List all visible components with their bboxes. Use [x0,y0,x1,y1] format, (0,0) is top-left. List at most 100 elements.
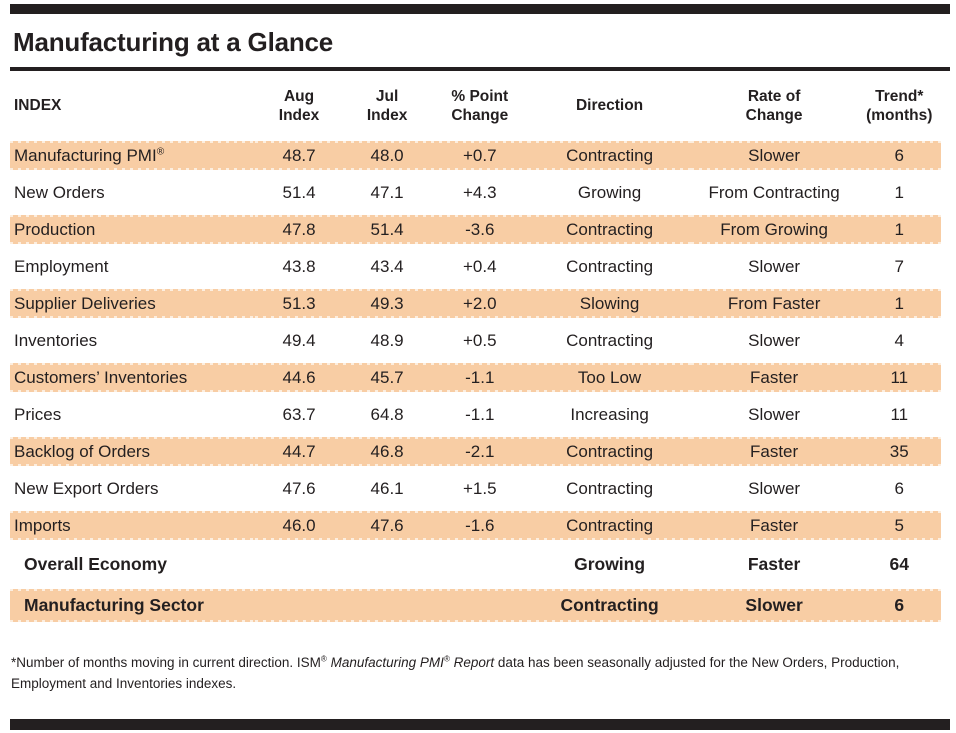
cell-point_change [431,544,529,586]
column-header-index: INDEX [14,97,62,115]
table-row: Inventories 49.4 48.9 +0.5 Contracting Slower… [10,322,941,360]
column-header-aug_index: Aug Index [278,87,320,124]
cell-trend_months: 5 [857,507,941,545]
footnote-segment: *Number of months moving in current dire… [11,654,327,671]
cell-jul_index: 43.4 [343,248,432,286]
cell-index: Overall Economy [10,544,255,586]
cell-index: New Orders [10,174,255,212]
cell-rate_of_change: Faster [690,359,858,397]
cell-aug_index: 49.4 [255,322,344,360]
cell-rate_of_change: Faster [690,433,858,471]
cell-point_change: +4.3 [431,174,529,212]
table-row: Prices 63.7 64.8 -1.1 Increasing Slower 11 [10,396,941,434]
cell-index: Imports [10,507,255,545]
cell-rate_of_change: Faster [690,507,858,545]
cell-jul_index: 49.3 [343,285,432,323]
cell-trend_months: 1 [857,174,941,212]
cell-rate_of_change: Slower [690,396,858,434]
table-row: Supplier Deliveries 51.3 49.3 +2.0 Slowing Fr… [10,285,941,323]
cell-point_change: -3.6 [431,211,529,249]
cell-rate_of_change: Faster [690,544,858,586]
cell-trend_months: 64 [857,544,941,586]
cell-aug_index: 47.8 [255,211,344,249]
table-row: Employment 43.8 43.4 +0.4 Contracting Slower 7 [10,248,941,286]
cell-point_change: +1.5 [431,470,529,508]
cell-direction: Slowing [528,285,691,323]
summary-row: Overall Economy Growing Faster 64 [10,544,941,586]
footnote-segment: data has been seasonally adjusted for th… [11,655,900,692]
cell-aug_index: 44.6 [255,359,344,397]
cell-rate_of_change: Slower [690,137,858,175]
cell-index: Backlog of Orders [10,433,255,471]
cell-trend_months: 7 [857,248,941,286]
table-row: Imports 46.0 47.6 -1.6 Contracting Faster 5 [10,507,941,545]
cell-rate_of_change: Slower [690,248,858,286]
cell-direction: Contracting [528,137,691,175]
cell-index: Prices [10,396,255,434]
cell-jul_index: 46.8 [343,433,432,471]
cell-point_change: -1.6 [431,507,529,545]
cell-rate_of_change: Slower [690,470,858,508]
table-row: Backlog of Orders 44.7 46.8 -2.1 Contracting… [10,433,941,471]
table-row: Production 47.8 51.4 -3.6 Contracting From Gr… [10,211,941,249]
cell-trend_months: 6 [857,585,941,627]
table-header-row: INDEX Aug Index Jul Index % Point Change Direct… [10,71,941,138]
cell-point_change: +0.7 [431,137,529,175]
cell-direction: Contracting [528,470,691,508]
title-rule [10,66,950,71]
column-header-jul_index: Jul Index [366,87,408,124]
manufacturing-table: INDEX Aug Index Jul Index % Point Change Direct… [10,71,941,627]
cell-index: Employment [10,248,255,286]
cell-direction: Too Low [528,359,691,397]
cell-point_change: -1.1 [431,359,529,397]
cell-trend_months: 1 [857,285,941,323]
cell-direction: Increasing [528,396,691,434]
column-header-point_change: % Point Change [451,87,509,124]
cell-trend_months: 4 [857,322,941,360]
cell-index: Manufacturing PMI® [10,137,255,175]
cell-jul_index: 45.7 [343,359,432,397]
cell-point_change [431,585,529,627]
cell-trend_months: 35 [857,433,941,471]
top-rule [10,4,950,14]
cell-aug_index [255,585,344,627]
table-row: New Export Orders 47.6 46.1 +1.5 Contracting… [10,470,941,508]
cell-rate_of_change: Slower [690,322,858,360]
cell-aug_index: 43.8 [255,248,344,286]
cell-rate_of_change: From Contracting [690,174,858,212]
cell-index: New Export Orders [10,470,255,508]
cell-point_change: +2.0 [431,285,529,323]
column-header-direction: Direction [575,97,644,115]
cell-index: Inventories [10,322,255,360]
bottom-rule [10,719,950,731]
table-row: Customers’ Inventories 44.6 45.7 -1.1 Too Lo… [10,359,941,397]
table-row: New Orders 51.4 47.1 +4.3 Growing From Contra… [10,174,941,212]
cell-aug_index: 46.0 [255,507,344,545]
cell-jul_index: 47.6 [343,507,432,545]
cell-index: Supplier Deliveries [10,285,255,323]
cell-index: Customers’ Inventories [10,359,255,397]
cell-jul_index: 48.0 [343,137,432,175]
cell-direction: Contracting [528,507,691,545]
table-header: INDEX Aug Index Jul Index % Point Change Direct… [10,71,941,138]
cell-index: Production [10,211,255,249]
cell-trend_months: 1 [857,211,941,249]
cell-point_change: +0.5 [431,322,529,360]
column-header-trend_months: Trend* (months) [866,87,933,124]
cell-rate_of_change: Slower [690,585,858,627]
cell-point_change: -1.1 [431,396,529,434]
cell-jul_index: 51.4 [343,211,432,249]
footnote: *Number of months moving in current dire… [11,652,936,694]
cell-index: Manufacturing Sector [10,585,255,627]
page-title: Manufacturing at a Glance [13,27,334,57]
cell-aug_index: 63.7 [255,396,344,434]
cell-trend_months: 11 [857,359,941,397]
cell-point_change: +0.4 [431,248,529,286]
cell-rate_of_change: From Faster [690,285,858,323]
footnote-italic-segment: Manufacturing PMI® Report [330,654,495,671]
cell-trend_months: 6 [857,137,941,175]
cell-aug_index: 51.3 [255,285,344,323]
column-header-rate_of_change: Rate of Change [745,87,803,124]
cell-aug_index: 51.4 [255,174,344,212]
